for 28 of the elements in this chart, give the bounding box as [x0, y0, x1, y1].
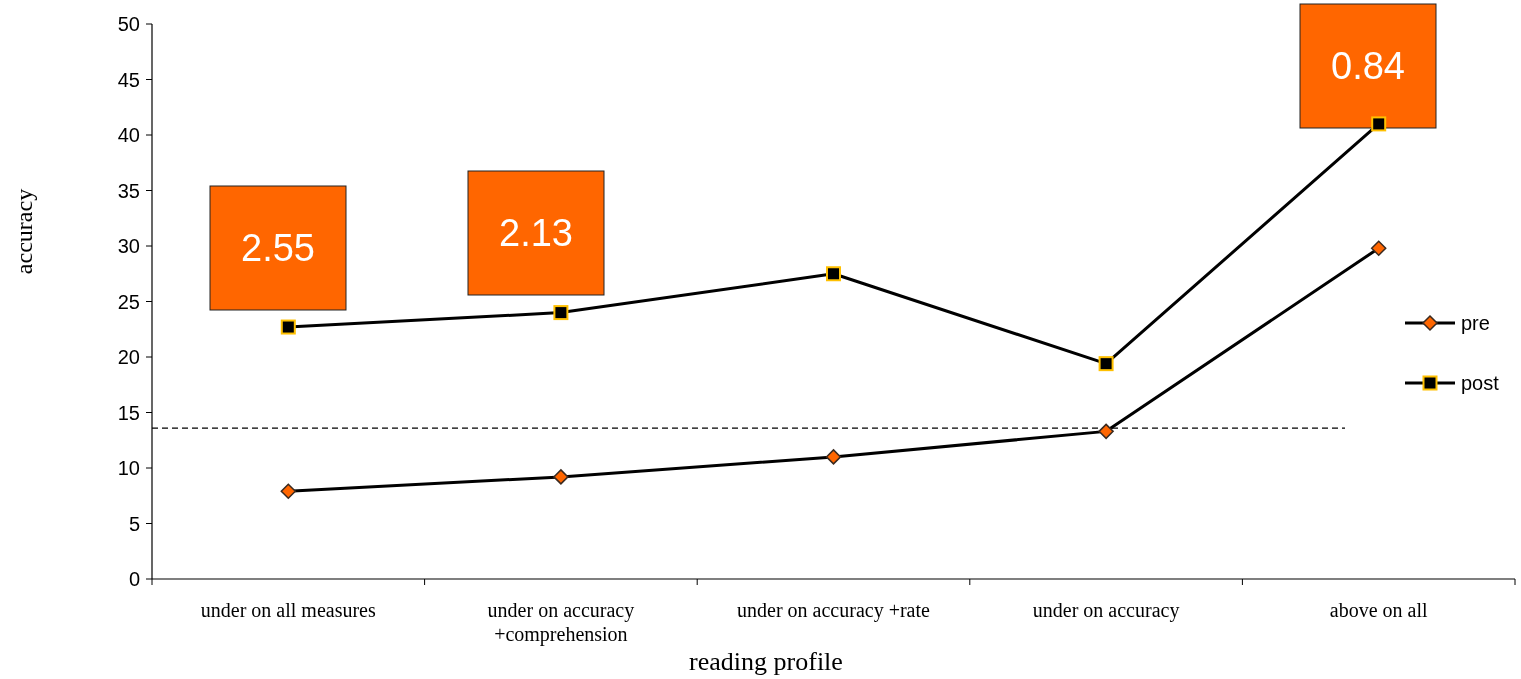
y-tick-label: 10	[117, 457, 140, 479]
point	[1098, 356, 1114, 372]
y-tick-label: 30	[117, 235, 140, 257]
legend-label: post	[1461, 372, 1500, 394]
x-tick-label: above on all	[1329, 599, 1429, 621]
y-tick-label: 45	[117, 68, 140, 91]
point	[280, 319, 296, 335]
y-tick-label: 15	[117, 401, 140, 424]
y-tick-label: 0	[128, 568, 140, 590]
legend-label: pre	[1461, 312, 1490, 334]
x-axis-title: reading profile	[689, 647, 843, 676]
x-tick-label: under on all measures	[200, 599, 376, 621]
point	[1371, 116, 1387, 132]
y-tick-label: 35	[117, 179, 140, 202]
annotation: 0.84	[1331, 45, 1405, 88]
x-tick-label: under on accuracy +rate	[737, 599, 931, 622]
y-tick-label: 25	[117, 290, 140, 313]
y-tick-label: 40	[117, 124, 140, 146]
y-tick-label: 5	[128, 512, 140, 535]
y-tick-label: 50	[117, 13, 140, 35]
point	[553, 305, 569, 321]
y-axis-title: accuracy	[11, 188, 37, 275]
x-tick-label: under on accuracy +comprehension	[487, 599, 635, 646]
y-tick-label: 20	[117, 346, 140, 368]
x-tick-label: under on accuracy	[1032, 599, 1180, 622]
point	[826, 266, 841, 282]
annotation: 2.55	[241, 227, 315, 270]
annotation: 2.13	[499, 212, 573, 255]
